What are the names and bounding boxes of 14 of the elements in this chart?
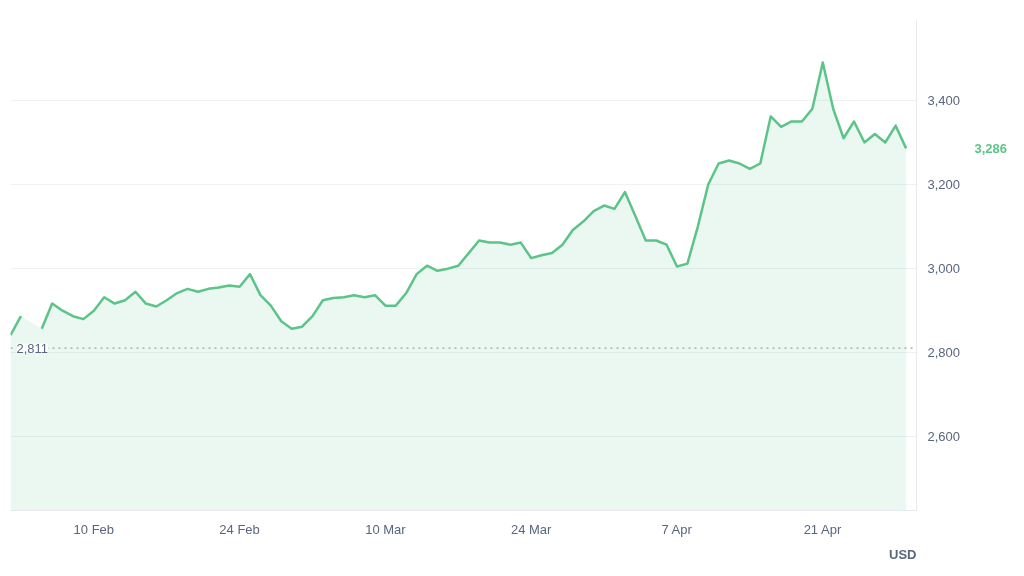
x-tick-label: 24 Mar [510, 521, 553, 537]
x-tick-label: 21 Apr [803, 521, 842, 537]
y-tick-label: 3,400 [927, 92, 961, 108]
y-tick-label: 3,200 [927, 177, 961, 193]
text: 3,286 [974, 140, 1008, 156]
x-tick-label: 10 Mar [365, 521, 407, 537]
ref-line-label: 2,811 [16, 340, 49, 356]
x-tick-label: 10 Feb [73, 521, 115, 537]
x-tick-label: 7 Apr [661, 521, 693, 537]
text: USD [889, 546, 917, 562]
x-tick-label: 24 Feb [219, 521, 260, 537]
y-tick-label: 2,800 [927, 345, 961, 361]
y-tick-label: 3,000 [927, 261, 961, 277]
y-tick-label: 2,600 [927, 429, 961, 445]
